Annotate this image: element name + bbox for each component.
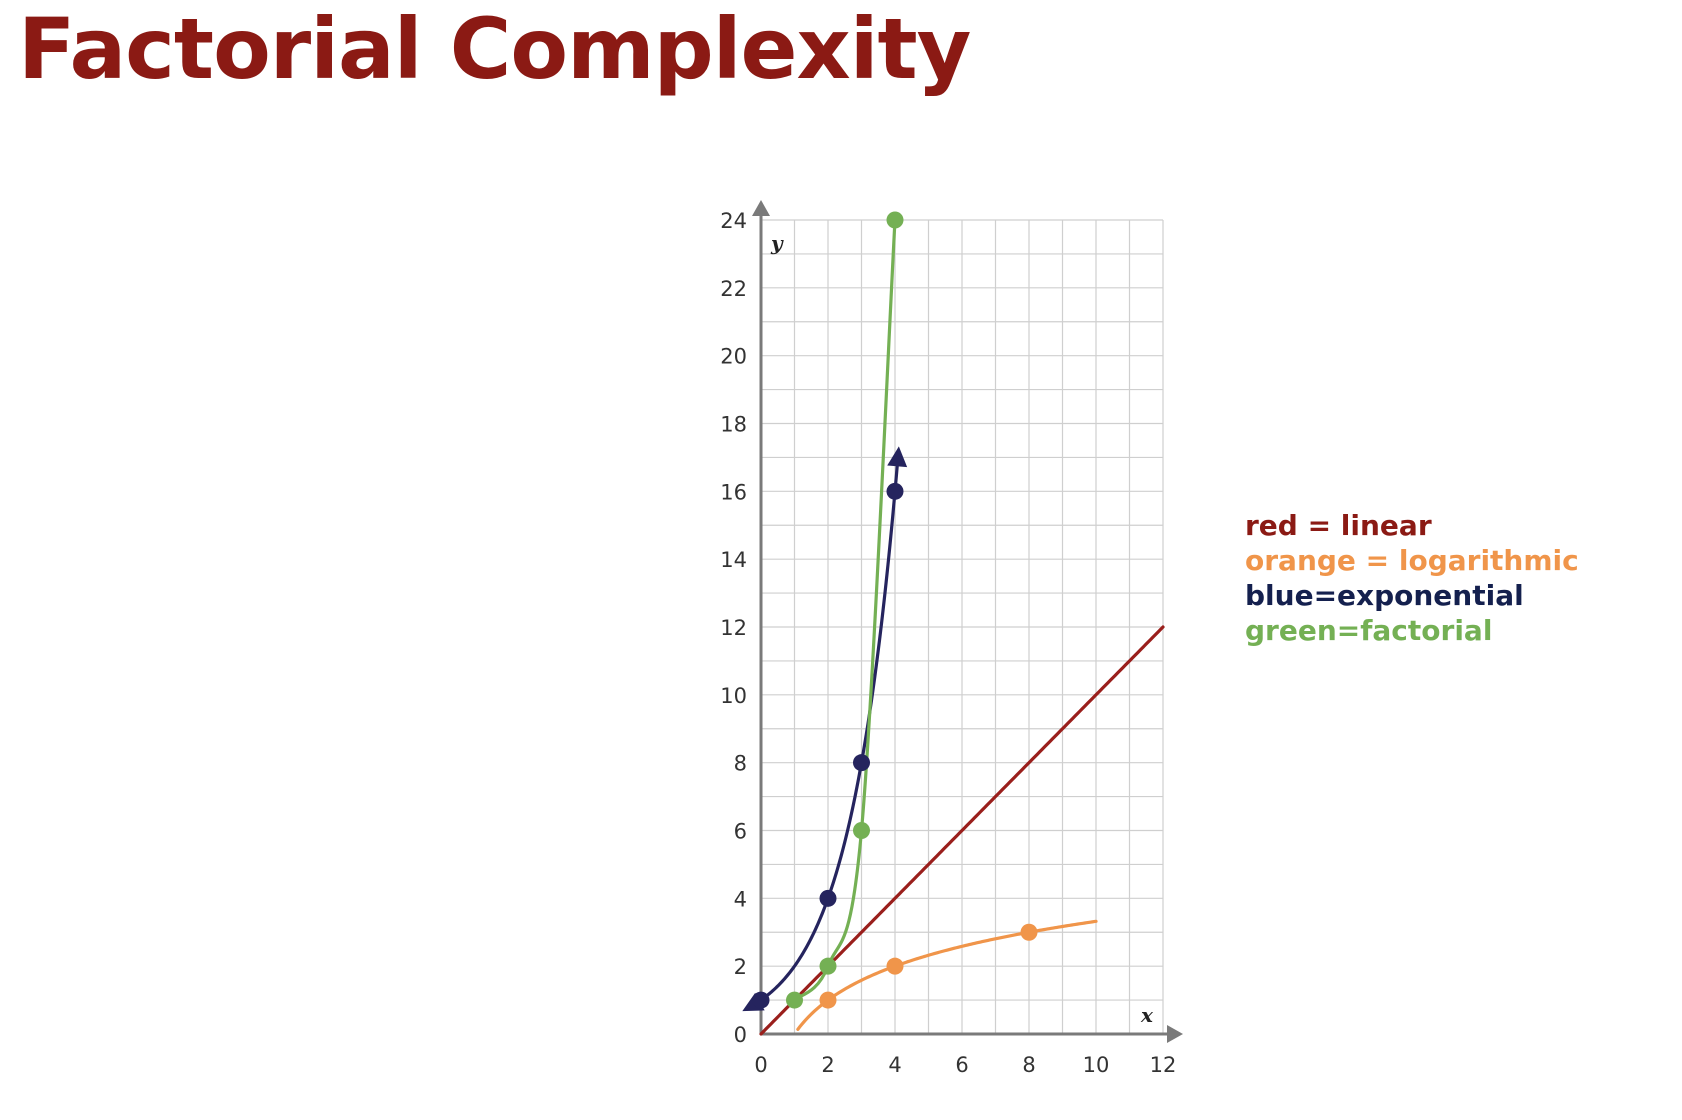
x-axis-arrow [1167, 1025, 1183, 1043]
logarithmic-point [819, 991, 837, 1009]
axes [752, 200, 1183, 1043]
y-tick-label: 0 [734, 1023, 747, 1047]
exponential-arrow [887, 446, 908, 468]
y-tick-label: 8 [734, 752, 747, 776]
exponential-point [819, 889, 837, 907]
factorial-point [819, 957, 837, 975]
legend-linear: red = linear [1245, 509, 1432, 542]
exponential-point [752, 991, 770, 1009]
logarithmic-point [886, 957, 904, 975]
factorial-point [886, 211, 904, 229]
y-tick-label: 14 [720, 548, 747, 572]
x-tick-label: 2 [821, 1053, 834, 1077]
logarithmic-curve [796, 919, 1098, 1031]
y-tick-label: 20 [720, 345, 747, 369]
factorial-point [853, 822, 870, 839]
x-tick-label: 10 [1083, 1053, 1110, 1077]
slide-title: Factorial Complexity [18, 0, 971, 98]
y-tick-label: 18 [720, 413, 747, 437]
legend-factorial: green=factorial [1245, 614, 1493, 647]
legend-logarithmic: orange = logarithmic [1245, 544, 1579, 577]
x-tick-label: 8 [1022, 1053, 1035, 1077]
y-tick-label: 10 [720, 684, 747, 708]
x-tick-label: 4 [888, 1053, 901, 1077]
factorial-point [786, 991, 803, 1009]
factorial-curve [792, 218, 897, 1002]
y-tick-label: 16 [720, 480, 747, 504]
y-tick-label: 6 [734, 820, 747, 844]
y-axis-label: y [770, 231, 784, 255]
exponential-point [853, 754, 870, 772]
x-axis-label: x [1140, 1003, 1154, 1027]
y-tick-label: 24 [720, 209, 747, 233]
exponential-curve [746, 450, 900, 1010]
legend: red = linear orange = logarithmic blue=e… [1245, 508, 1579, 648]
x-tick-label: 6 [955, 1053, 968, 1077]
data-points [752, 211, 1038, 1009]
y-tick-label: 22 [720, 277, 747, 301]
x-tick-label: 12 [1150, 1053, 1177, 1077]
grid [760, 219, 1164, 1035]
y-tick-label: 2 [734, 955, 747, 979]
y-tick-label: 4 [734, 887, 747, 911]
logarithmic-point [1020, 923, 1038, 941]
y-tick-label: 12 [720, 616, 747, 640]
x-tick-label: 0 [754, 1053, 767, 1077]
exponential-point [886, 482, 904, 500]
legend-exponential: blue=exponential [1245, 579, 1524, 612]
y-axis-arrow [752, 200, 770, 216]
